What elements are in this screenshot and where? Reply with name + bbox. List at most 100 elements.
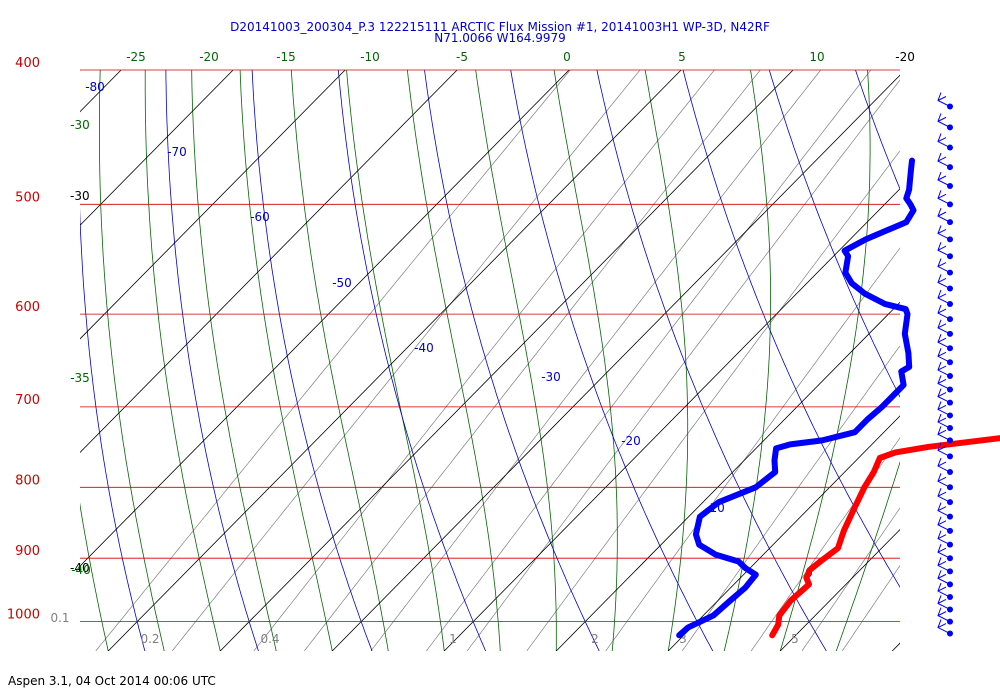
mixing-ratio-line	[801, 507, 900, 651]
dry-adiabat	[165, 70, 259, 651]
isotherm-line	[219, 70, 794, 651]
moist-adiabat	[80, 502, 109, 651]
moist-adiabat	[835, 460, 900, 651]
mixing-ratio-line	[466, 79, 900, 651]
moist-adiabat	[191, 70, 277, 651]
isotherm-line	[80, 70, 458, 454]
dry-adiabat	[682, 70, 900, 588]
wind-barb	[937, 502, 951, 518]
wind-barb	[937, 319, 951, 335]
wind-barb	[937, 619, 951, 634]
wind-barb	[937, 152, 951, 168]
wind-barb	[937, 570, 951, 585]
wind-barb	[937, 530, 951, 546]
dry-adiabat-label: -50	[332, 276, 352, 290]
moist-adiabat	[239, 70, 333, 651]
dry-adiabat	[424, 70, 600, 651]
dry-adiabat	[510, 70, 714, 651]
dry-adiabat-label: -30	[541, 370, 561, 384]
dry-adiabat	[768, 70, 900, 398]
isotherm-label: -20	[895, 50, 915, 64]
wind-barb	[937, 348, 951, 363]
wind-barb	[937, 582, 951, 598]
wind-barb	[937, 92, 951, 107]
isotherm-line	[779, 528, 900, 651]
wind-barb	[937, 113, 951, 128]
wind-barb	[937, 401, 951, 416]
wind-barb	[937, 334, 951, 349]
moist-adiabat-label: -40	[71, 563, 91, 577]
moist-adiabat-label: -15	[276, 50, 296, 64]
isotherm-line	[107, 70, 682, 651]
mixing-ratio-label: 0.2	[140, 632, 159, 646]
dry-adiabat	[251, 70, 373, 651]
moist-adiabat	[290, 70, 389, 651]
wind-barb	[937, 258, 951, 274]
wind-barbs	[937, 92, 953, 637]
chart-title-line1: D20141003_200304_P.3 122215111 ARCTIC Fl…	[230, 20, 770, 34]
wind-barb	[937, 457, 951, 473]
isotherm-line	[80, 70, 122, 113]
axis-labels: 4005006007008009001000-20-100102030-30-4…	[7, 50, 915, 646]
wind-barb	[937, 361, 951, 377]
isobars	[80, 69, 900, 623]
mixing-ratio-line	[750, 437, 900, 651]
mixing-ratio-line	[95, 70, 571, 651]
wind-barb	[937, 544, 951, 559]
dry-adiabat-label: -70	[167, 145, 187, 159]
sounding-traces	[676, 157, 1000, 639]
dry-adiabat-label: -60	[250, 210, 270, 224]
wind-barb	[937, 304, 951, 320]
wind-barb	[937, 225, 951, 240]
isotherm-line	[80, 70, 346, 340]
moist-adiabat-label: -25	[126, 50, 146, 64]
moist-adiabat-label: -30	[70, 118, 90, 132]
moist-adiabats	[80, 70, 900, 651]
wind-barb	[937, 487, 951, 503]
moist-adiabat-label: -35	[70, 371, 90, 385]
moist-adiabat-label: -20	[199, 50, 219, 64]
wind-barb	[937, 190, 951, 205]
pressure-tick-label: 900	[15, 544, 40, 559]
pressure-tick-label: 700	[15, 393, 40, 408]
moist-adiabat	[475, 70, 557, 651]
mixing-ratio-line	[842, 565, 900, 651]
wind-barb	[937, 289, 951, 305]
mixing-ratio-line	[304, 70, 761, 651]
dry-adiabat	[596, 70, 827, 651]
mixing-ratio-line	[526, 150, 900, 651]
wind-barb	[937, 595, 951, 610]
mixing-ratio-line	[605, 247, 900, 651]
isotherm-line	[667, 415, 900, 651]
moist-adiabat-label: 5	[678, 50, 686, 64]
wind-barb	[937, 242, 951, 257]
moist-adiabat	[723, 70, 771, 651]
pressure-tick-label: 500	[15, 190, 40, 205]
isotherm-label: -30	[70, 189, 90, 203]
dry-adiabat	[337, 70, 486, 651]
moist-adiabat	[407, 70, 501, 651]
wind-barb	[937, 413, 951, 429]
wind-barb	[937, 442, 951, 457]
dry-adiabat-label: -40	[414, 341, 434, 355]
moist-adiabat-label: 10	[809, 50, 824, 64]
mixing-ratio-label: 2	[591, 632, 599, 646]
wind-barb-dot	[947, 253, 953, 260]
mixing-ratio-label: 0.1	[50, 611, 69, 625]
moist-adiabat-label: 0	[563, 50, 571, 64]
wind-barb	[937, 473, 951, 488]
isotherms	[80, 70, 900, 651]
mixing-ratio-label: 0.4	[260, 632, 279, 646]
wind-barb	[937, 133, 951, 149]
dry-adiabat	[80, 70, 146, 651]
isotherm-line	[80, 70, 234, 226]
wind-barb	[937, 274, 951, 289]
wind-barb	[937, 207, 951, 223]
dry-adiabat	[0, 70, 31, 651]
wind-barb	[937, 171, 951, 187]
dry-adiabat-label: -20	[621, 434, 641, 448]
chart-title-line2: N71.0066 W164.9979	[434, 31, 566, 45]
wind-barb	[937, 557, 951, 572]
mixing-ratio-label: 1	[449, 632, 457, 646]
